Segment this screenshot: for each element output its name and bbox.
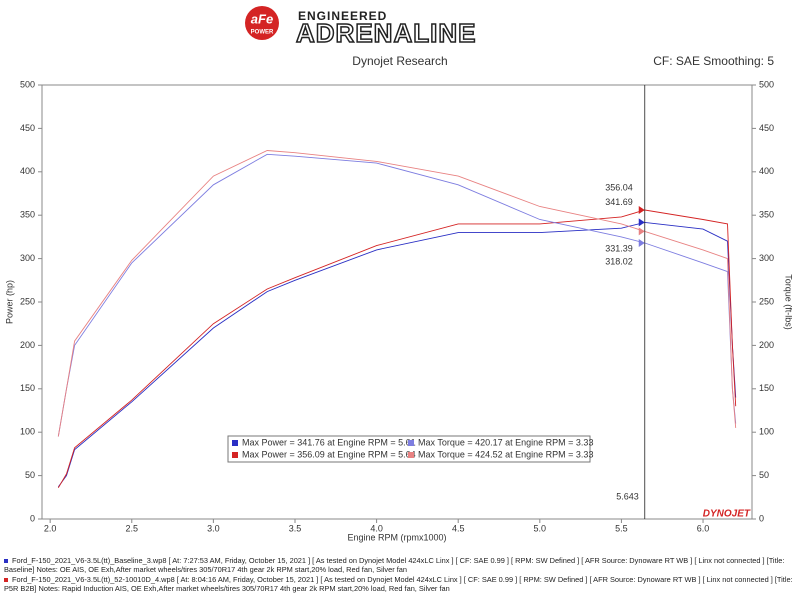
- x-axis-label: Engine RPM (rpmx1000): [347, 532, 446, 542]
- series-line: [57, 150, 737, 437]
- y2-axis-label: Torque (ft-lbs): [784, 274, 794, 330]
- y-tick-label: 200: [20, 340, 35, 350]
- y-tick-label: 300: [20, 253, 35, 263]
- y-tick-label: 250: [20, 296, 35, 306]
- x-tick-label: 3.5: [289, 523, 302, 533]
- x-tick-label: 5.0: [534, 523, 547, 533]
- cursor-value: 331.39: [605, 244, 633, 254]
- legend-label: Max Torque = 424.52 at Engine RPM = 3.33: [418, 449, 593, 459]
- brand-sub: POWER: [251, 30, 274, 36]
- chart-subtitle: CF: SAE Smoothing: 5: [653, 54, 774, 68]
- note: Ford_F-150_2021_V6-3.5L(tt)_52-10010D_4.…: [4, 575, 796, 594]
- cursor-marker: [638, 205, 645, 214]
- cursor-value: 318.02: [605, 256, 633, 266]
- x-tick-label: 5.5: [615, 523, 628, 533]
- x-tick-label: 3.0: [207, 523, 220, 533]
- cursor-value: 341.69: [605, 197, 633, 207]
- cursor-value: 356.04: [605, 182, 633, 192]
- note-marker: [4, 559, 8, 564]
- legend-label: Max Power = 356.09 at Engine RPM = 5.64: [242, 449, 416, 459]
- y-tick-label: 100: [20, 427, 35, 437]
- cursor-marker: [638, 218, 645, 227]
- y2-tick-label: 250: [759, 296, 774, 306]
- y2-tick-label: 200: [759, 340, 774, 350]
- legend-swatch: [408, 440, 414, 446]
- series-line: [57, 153, 737, 437]
- brand: aFe: [251, 11, 273, 26]
- cursor-marker: [638, 238, 645, 247]
- note: Ford_F-150_2021_V6-3.5L(tt)_Baseline_3.w…: [4, 556, 796, 575]
- x-tick-label: 6.0: [697, 523, 710, 533]
- headline: ADRENALINE: [296, 18, 476, 48]
- y2-tick-label: 50: [759, 470, 769, 480]
- cursor-label: 5.643: [616, 491, 639, 501]
- y2-tick-label: 100: [759, 427, 774, 437]
- y2-tick-label: 150: [759, 383, 774, 393]
- series-line: [57, 209, 737, 489]
- y2-tick-label: 300: [759, 253, 774, 263]
- y-tick-label: 400: [20, 166, 35, 176]
- x-tick-label: 4.5: [452, 523, 465, 533]
- chart: aFe POWER ENGINEERED ADRENALINE Dynojet …: [4, 6, 794, 542]
- tagline: ENGINEERED: [298, 9, 387, 23]
- x-tick-label: 2.5: [126, 523, 139, 533]
- notes: Ford_F-150_2021_V6-3.5L(tt)_Baseline_3.w…: [4, 556, 796, 594]
- logo-badge: [245, 6, 279, 40]
- y2-tick-label: 500: [759, 79, 774, 89]
- y-tick-label: 50: [25, 470, 35, 480]
- note-text: Ford_F-150_2021_V6-3.5L(tt)_52-10010D_4.…: [4, 574, 793, 594]
- y-tick-label: 450: [20, 123, 35, 133]
- y2-tick-label: 400: [759, 166, 774, 176]
- y-tick-label: 350: [20, 210, 35, 220]
- legend-label: Max Power = 341.76 at Engine RPM = 5.61: [242, 437, 416, 447]
- x-tick-label: 2.0: [44, 523, 57, 533]
- y2-tick-label: 350: [759, 210, 774, 220]
- y-tick-label: 500: [20, 79, 35, 89]
- note-marker: [4, 577, 8, 582]
- legend-swatch: [232, 452, 238, 458]
- y-axis-label: Power (hp): [4, 280, 14, 324]
- watermark: DYNOJET: [703, 509, 751, 520]
- note-text: Ford_F-150_2021_V6-3.5L(tt)_Baseline_3.w…: [4, 556, 785, 575]
- chart-title: Dynojet Research: [352, 54, 447, 68]
- y-tick-label: 150: [20, 383, 35, 393]
- legend-swatch: [408, 452, 414, 458]
- x-tick-label: 4.0: [370, 523, 383, 533]
- series-line: [57, 221, 737, 488]
- y2-tick-label: 450: [759, 123, 774, 133]
- legend-label: Max Torque = 420.17 at Engine RPM = 3.33: [418, 437, 593, 447]
- legend-swatch: [232, 440, 238, 446]
- cursor-marker: [638, 227, 645, 236]
- y-tick-label: 0: [30, 513, 35, 523]
- y2-tick-label: 0: [759, 513, 764, 523]
